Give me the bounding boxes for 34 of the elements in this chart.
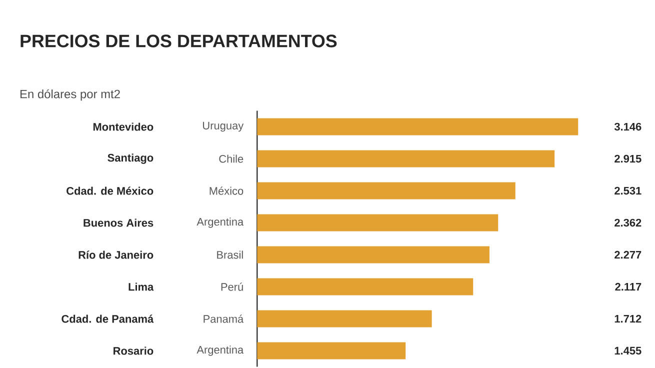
text: Argentina — [196, 218, 244, 228]
y-tick-label: Cdad. de México — [66, 186, 154, 195]
data-label: 2.531 — [614, 186, 642, 195]
text: México — [210, 186, 244, 195]
bar — [257, 342, 406, 360]
bar — [257, 182, 516, 200]
chart-title: PRECIOS DE LOS DEPARTAMENTOS — [20, 34, 337, 48]
text: Uruguay — [203, 122, 244, 132]
y-tick-label: Santiago — [108, 154, 154, 164]
data-label: 2.915 — [614, 154, 642, 163]
y-tick-label: Buenos Aires — [84, 218, 154, 227]
bar — [257, 310, 432, 328]
data-label: 2.362 — [614, 218, 642, 227]
data-label: 2.277 — [614, 250, 642, 259]
text: Panamá — [204, 314, 244, 323]
text: Brasil — [217, 250, 243, 259]
text: En dólares por mt2 — [20, 89, 120, 101]
bar — [257, 246, 490, 264]
data-label: 1.712 — [614, 314, 642, 323]
text: Argentina — [196, 346, 244, 356]
y-tick-label: Rosario — [114, 346, 154, 355]
bar — [257, 150, 555, 168]
bar — [257, 118, 578, 136]
y-tick-label: Cdad. de Panamá — [62, 314, 154, 323]
text: Perú — [221, 282, 243, 291]
data-label: 2.117 — [615, 282, 642, 291]
bar — [257, 214, 498, 232]
bar — [257, 278, 474, 296]
data-label: 1.455 — [614, 346, 642, 355]
y-tick-label: Río de Janeiro — [78, 250, 154, 259]
y-tick-label: Montevideo — [93, 122, 154, 131]
text: Chile — [219, 154, 244, 163]
data-label: 3.146 — [614, 122, 642, 131]
y-tick-label: Lima — [128, 282, 154, 291]
